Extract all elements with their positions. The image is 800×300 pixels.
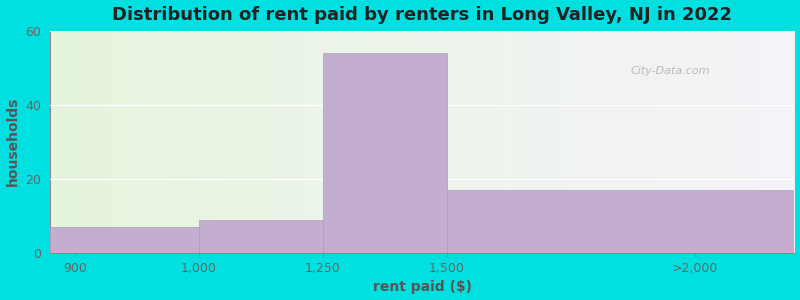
Bar — [447, 190, 794, 253]
Title: Distribution of rent paid by renters in Long Valley, NJ in 2022: Distribution of rent paid by renters in … — [112, 6, 732, 24]
Y-axis label: households: households — [6, 97, 19, 187]
Text: City-Data.com: City-Data.com — [630, 66, 710, 76]
Bar — [323, 53, 447, 253]
Bar — [50, 227, 199, 253]
X-axis label: rent paid ($): rent paid ($) — [373, 280, 472, 294]
Bar — [199, 220, 323, 253]
